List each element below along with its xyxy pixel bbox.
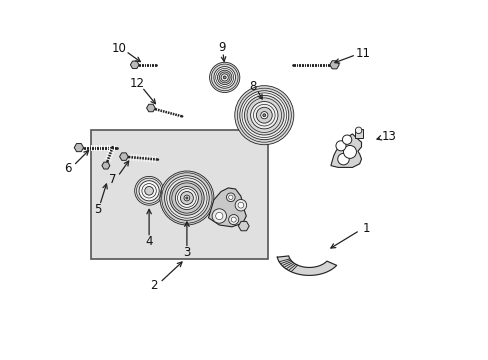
Circle shape	[231, 217, 236, 222]
Circle shape	[169, 181, 204, 215]
Circle shape	[260, 112, 267, 119]
Circle shape	[185, 197, 187, 199]
Circle shape	[235, 199, 246, 211]
Circle shape	[134, 176, 163, 205]
Text: 10: 10	[112, 42, 126, 55]
Bar	[91, 130, 267, 259]
Circle shape	[250, 102, 277, 129]
Text: 3: 3	[183, 246, 190, 259]
Polygon shape	[277, 256, 336, 275]
Circle shape	[226, 193, 235, 202]
Text: 6: 6	[64, 162, 72, 175]
Circle shape	[228, 215, 238, 225]
Circle shape	[209, 62, 239, 93]
Circle shape	[244, 95, 284, 135]
Circle shape	[215, 212, 223, 220]
Text: 1: 1	[362, 222, 369, 235]
Circle shape	[337, 153, 348, 165]
Polygon shape	[330, 134, 361, 167]
Circle shape	[221, 74, 228, 81]
Text: 11: 11	[355, 47, 370, 60]
Circle shape	[223, 76, 225, 79]
Polygon shape	[208, 188, 246, 227]
Text: 7: 7	[109, 174, 117, 186]
Text: 4: 4	[145, 235, 153, 248]
Circle shape	[212, 209, 226, 223]
Circle shape	[343, 145, 356, 158]
Text: 13: 13	[381, 130, 396, 143]
Circle shape	[238, 202, 244, 208]
Text: 5: 5	[94, 203, 101, 216]
Circle shape	[342, 135, 351, 144]
Circle shape	[335, 141, 346, 151]
Circle shape	[160, 171, 213, 225]
Circle shape	[239, 91, 288, 140]
Text: 9: 9	[218, 41, 225, 54]
Circle shape	[217, 70, 231, 85]
Text: 8: 8	[249, 80, 256, 93]
Circle shape	[355, 127, 361, 134]
Circle shape	[234, 86, 293, 145]
Circle shape	[139, 181, 159, 201]
Circle shape	[256, 107, 272, 123]
Circle shape	[175, 186, 198, 210]
Circle shape	[164, 176, 209, 220]
Circle shape	[144, 186, 153, 195]
Text: 12: 12	[129, 77, 144, 90]
Circle shape	[228, 195, 232, 199]
Circle shape	[180, 192, 193, 204]
Bar	[354, 129, 362, 138]
Circle shape	[263, 114, 265, 117]
Circle shape	[183, 195, 189, 201]
Text: 2: 2	[150, 279, 158, 292]
Circle shape	[213, 67, 235, 88]
